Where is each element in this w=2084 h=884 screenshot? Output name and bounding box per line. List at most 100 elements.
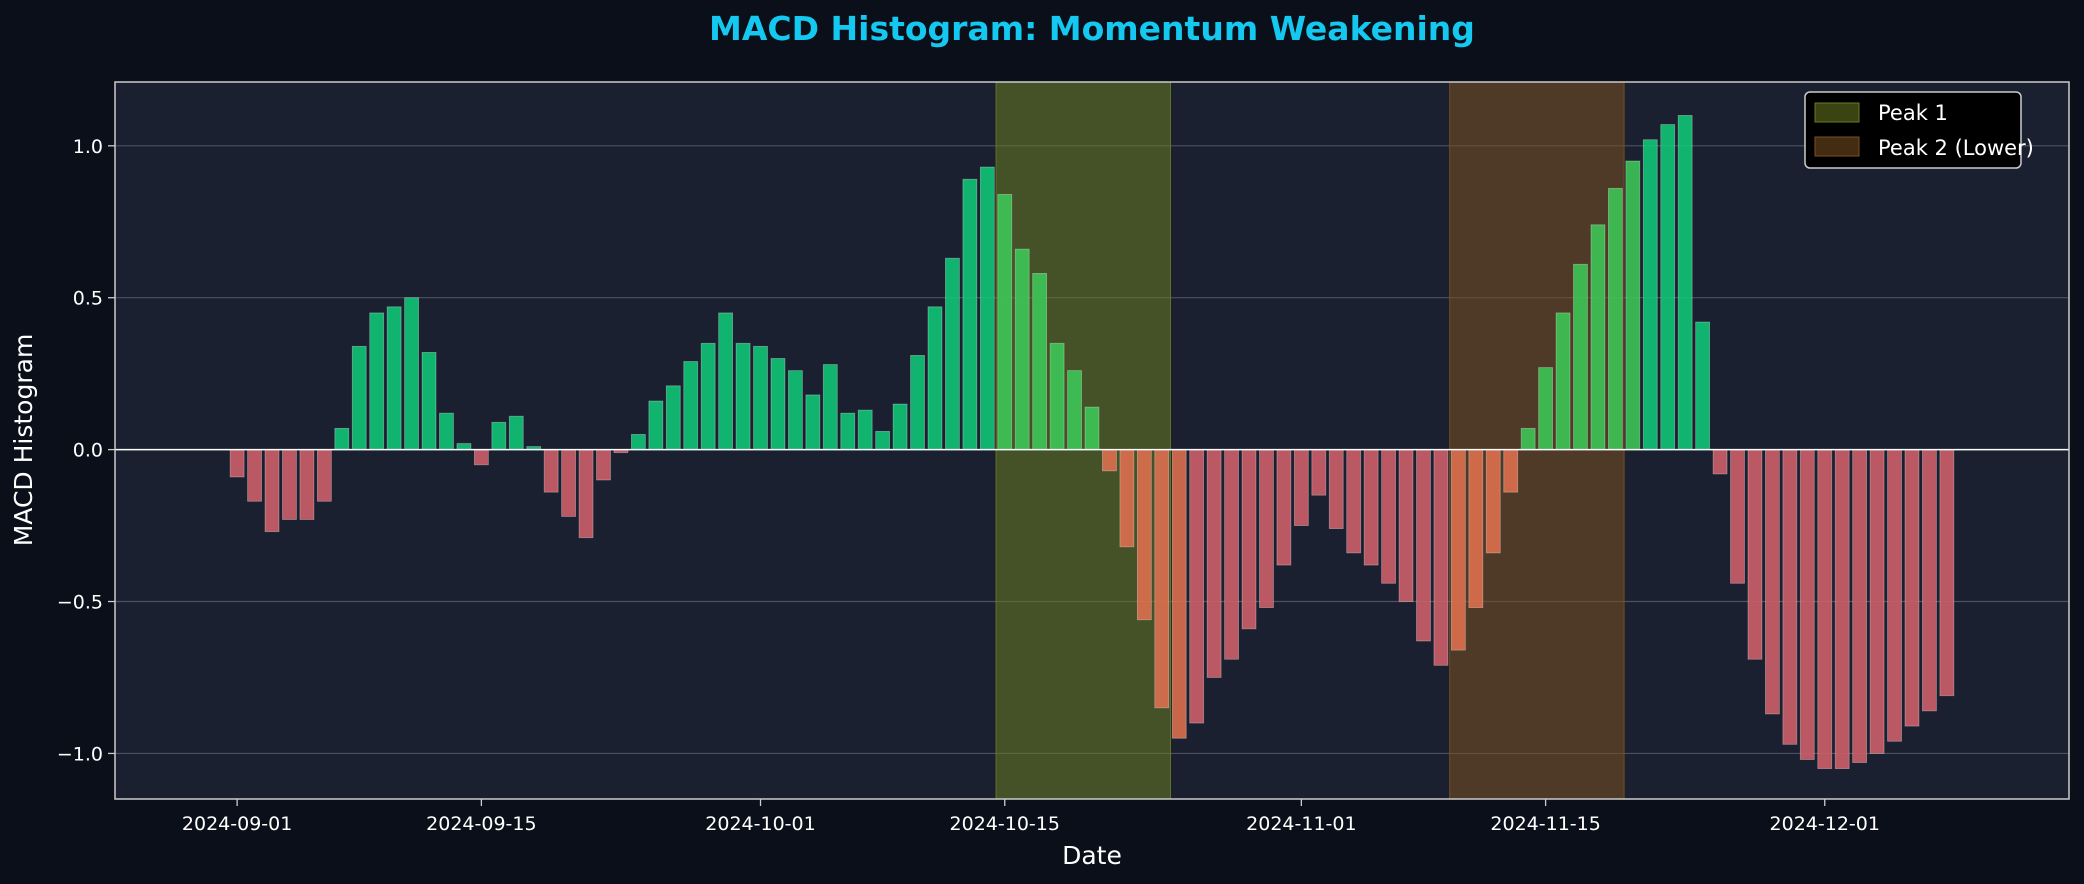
plot-frame	[114, 81, 2070, 800]
histogram-bar	[1311, 449, 1327, 496]
histogram-bar	[1765, 449, 1780, 715]
x-axis-ticks: 2024-09-01 2024-09-15 2024-10-01 2024-10-15…	[182, 799, 1880, 835]
histogram-bar	[439, 412, 454, 451]
y-axis-ticks: 1.0 0.5 0.0 −0.5 −1.0	[57, 136, 115, 765]
histogram-bar	[1136, 449, 1152, 621]
x-tick-label: 2024-10-01	[705, 813, 815, 835]
histogram-bar	[945, 257, 960, 451]
histogram-bar	[1049, 342, 1065, 451]
histogram-bar	[1067, 370, 1082, 451]
histogram-bar	[1590, 224, 1606, 451]
y-tick-label: 0.0	[73, 440, 103, 462]
histogram-bar	[1468, 449, 1484, 608]
histogram-bar	[1922, 449, 1937, 712]
histogram-bar	[1642, 139, 1658, 451]
histogram-bar	[1206, 449, 1222, 678]
histogram-bar	[1276, 449, 1292, 566]
histogram-bar	[962, 178, 978, 451]
histogram-bar	[1102, 449, 1117, 472]
histogram-bar	[735, 342, 751, 451]
histogram-bar	[753, 345, 768, 451]
histogram-bar	[1328, 449, 1344, 530]
histogram-bar	[543, 449, 559, 493]
histogram-bar	[1450, 449, 1466, 651]
histogram-bar	[822, 364, 838, 451]
histogram-bar	[1224, 449, 1239, 660]
histogram-bar	[351, 345, 367, 451]
histogram-bar	[1363, 449, 1379, 566]
histogram-bar	[892, 403, 908, 451]
histogram-bar	[1625, 160, 1641, 451]
histogram-bar	[1293, 449, 1309, 526]
histogram-bar	[1520, 427, 1536, 451]
histogram-bar	[473, 449, 489, 466]
histogram-bar	[1014, 248, 1030, 451]
histogram-bar	[1747, 449, 1763, 660]
histogram-bar	[840, 412, 856, 451]
histogram-bar	[631, 434, 646, 451]
histogram-bar	[1887, 449, 1902, 742]
histogram-bar	[1712, 449, 1728, 475]
histogram-bar	[247, 449, 262, 502]
histogram-bar	[1852, 449, 1868, 763]
legend: Peak 1 Peak 2 (Lower)	[1804, 91, 2034, 169]
histogram-bar	[561, 449, 576, 517]
histogram-bar	[979, 166, 995, 451]
histogram-bar	[1189, 449, 1205, 724]
histogram-bars	[229, 115, 1955, 770]
histogram-bar	[1782, 449, 1798, 745]
histogram-bar	[386, 306, 402, 451]
histogram-bar	[1259, 449, 1274, 608]
histogram-bar	[1677, 115, 1693, 451]
histogram-bar	[316, 449, 332, 502]
histogram-bar	[508, 415, 524, 451]
histogram-bar	[1904, 449, 1920, 727]
histogram-bar	[1573, 263, 1588, 451]
histogram-bar	[282, 449, 297, 520]
y-tick-label: −0.5	[57, 592, 103, 614]
x-tick-label: 2024-09-15	[426, 813, 536, 835]
histogram-bar	[1799, 449, 1815, 760]
legend-swatch-peak-1	[1814, 102, 1860, 123]
histogram-bar	[1119, 449, 1135, 548]
histogram-bar	[229, 449, 245, 478]
histogram-bar	[491, 421, 507, 451]
histogram-bar	[910, 355, 925, 451]
histogram-bar	[1695, 321, 1711, 451]
histogram-bar	[421, 351, 437, 451]
histogram-bar	[264, 449, 280, 533]
x-tick-label: 2024-11-15	[1490, 813, 1600, 835]
histogram-bar	[578, 449, 594, 539]
y-tick-label: 1.0	[73, 136, 103, 158]
histogram-bar	[334, 427, 350, 451]
histogram-bar	[1608, 187, 1623, 451]
histogram-bar	[770, 358, 786, 451]
histogram-bar	[648, 400, 664, 451]
histogram-bar	[1503, 449, 1519, 493]
histogram-bar	[927, 306, 943, 451]
histogram-bar	[1032, 273, 1048, 451]
histogram-bar	[857, 409, 873, 451]
histogram-bar	[596, 449, 611, 481]
histogram-bar	[997, 194, 1013, 451]
histogram-bar	[1433, 449, 1449, 666]
histogram-bar	[1346, 449, 1362, 554]
histogram-bar	[1241, 449, 1257, 630]
histogram-bar	[875, 430, 891, 451]
y-axis-label: MACD Histogram	[9, 334, 38, 547]
histogram-bar	[1171, 449, 1187, 739]
histogram-bar	[1538, 367, 1553, 451]
highlight-spans	[995, 81, 1625, 800]
histogram-bar	[805, 394, 821, 451]
x-tick-label: 2024-09-01	[182, 813, 292, 835]
histogram-bar	[1939, 449, 1955, 697]
y-tick-label: 0.5	[73, 288, 103, 310]
histogram-bar	[299, 449, 315, 520]
histogram-bar	[1398, 449, 1414, 602]
legend-label-peak-2: Peak 2 (Lower)	[1878, 136, 2034, 160]
histogram-bar	[1869, 449, 1885, 754]
histogram-bar	[1381, 449, 1396, 584]
histogram-bar	[404, 297, 419, 451]
histogram-bar	[1730, 449, 1745, 584]
